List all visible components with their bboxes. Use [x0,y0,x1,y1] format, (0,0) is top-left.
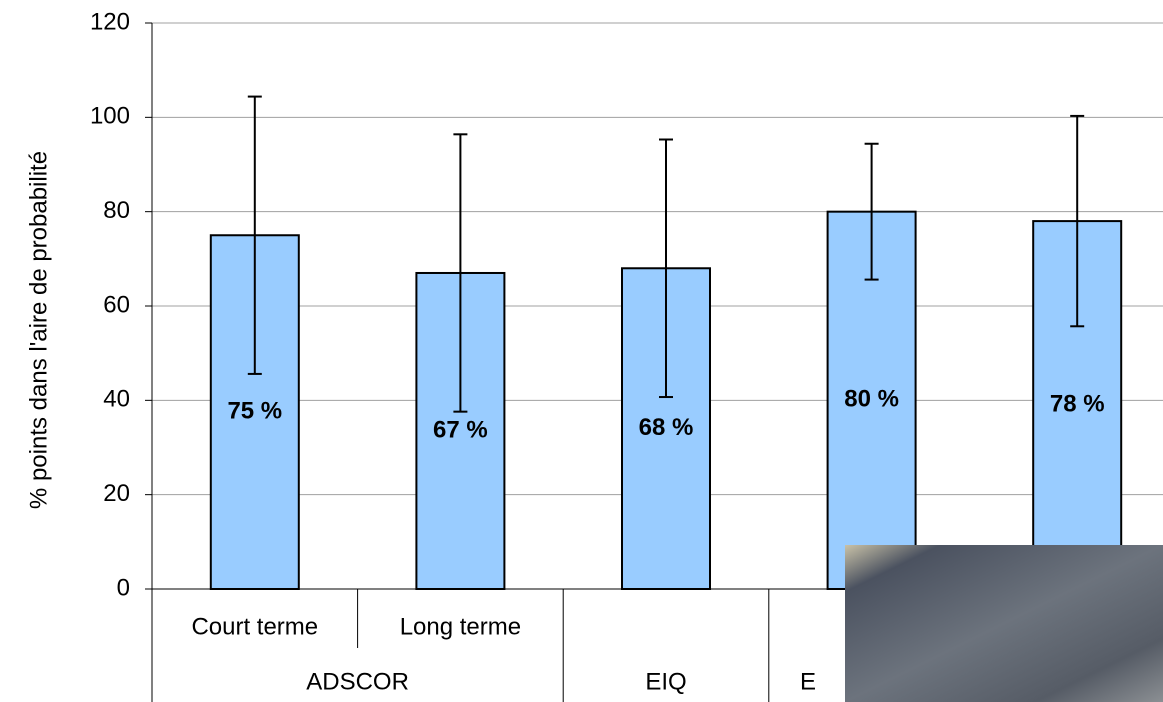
value-label: 78 % [1050,390,1105,417]
y-tick-label: 20 [103,480,130,507]
value-label: 75 % [227,397,282,424]
y-tick-label: 60 [103,291,130,318]
y-tick-label: 100 [90,103,130,130]
y-tick-label: 120 [90,8,130,35]
y-tick-label: 80 [103,197,130,224]
chart: % points dans l'aire de probabilité 0 20 4… [0,0,1163,702]
y-axis-title: % points dans l'aire de probabilité [25,151,52,509]
x-tick-label: Long terme [400,613,521,640]
value-label: 68 % [639,414,694,441]
x-tick-label: Court terme [191,613,318,640]
photo-overlay [845,545,1163,702]
value-label: 67 % [433,416,488,443]
value-label: 80 % [844,386,899,413]
y-tick-label: 0 [117,574,130,601]
y-tick-label: 40 [103,386,130,413]
group-label: ADSCOR [306,668,409,695]
group-label: E [800,668,816,695]
group-label: EIQ [645,668,686,695]
